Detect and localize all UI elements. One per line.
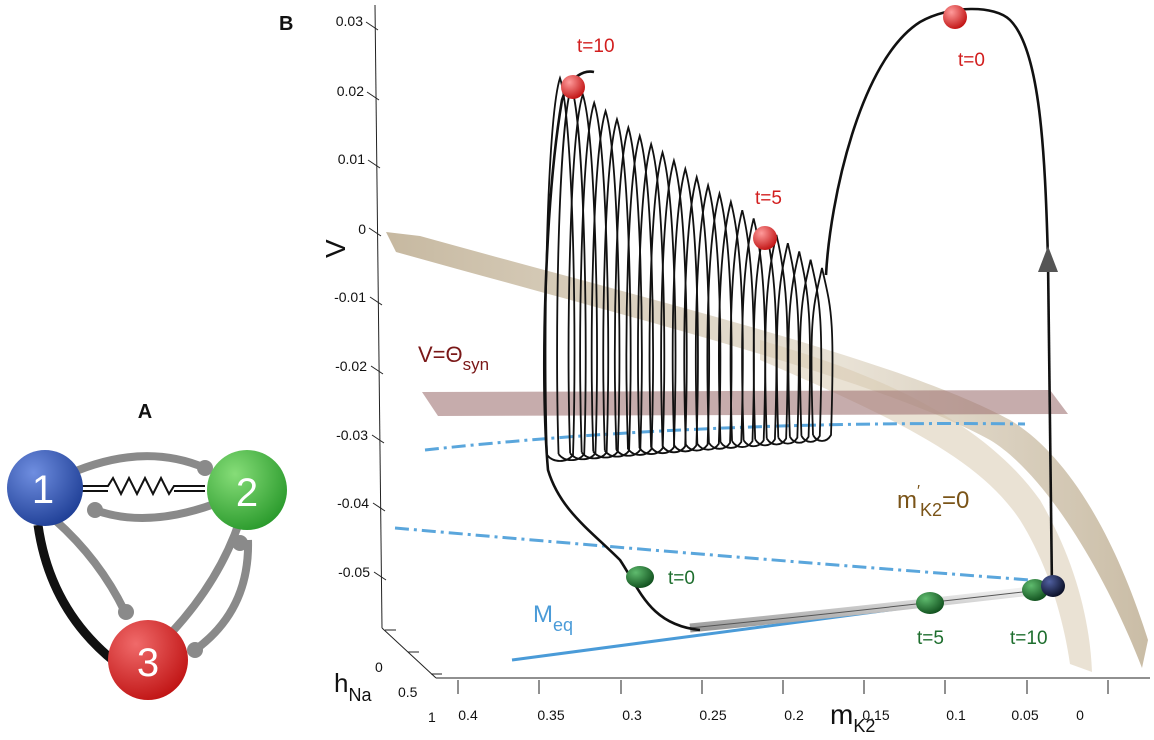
oscillation-loop xyxy=(602,116,632,458)
red-label-t5: t=5 xyxy=(755,188,782,209)
red-marker-t10 xyxy=(561,75,585,99)
h-tick-label: 0.5 xyxy=(398,684,418,700)
h-tick-label: 1 xyxy=(428,709,436,725)
synapse-terminal xyxy=(187,642,203,658)
green-label-t10: t=10 xyxy=(1010,628,1048,649)
v-axis-ticks xyxy=(365,21,387,581)
v-tick-label: -0.02 xyxy=(335,358,367,374)
oscillation-loop xyxy=(660,157,688,454)
gap-junction-resistor xyxy=(82,475,205,497)
m-axis-label: mK2 xyxy=(830,699,875,736)
trajectory-rise xyxy=(824,7,1050,276)
oscillation-loop xyxy=(579,99,610,460)
v-tick-label: 0 xyxy=(358,221,366,237)
red-label-t0: t=0 xyxy=(958,50,985,71)
burst-oscillation-loops xyxy=(544,75,834,462)
v-tick-label: 0.01 xyxy=(338,151,365,167)
mk2-nullcline-label: m′K2=0 xyxy=(897,483,969,520)
neuron-3: 3 xyxy=(108,620,188,700)
synapse-arc-top xyxy=(58,452,207,482)
synapse-arc-right-b xyxy=(192,539,253,654)
v-tick-label: -0.03 xyxy=(336,427,368,443)
m-axis-ticks xyxy=(457,680,1109,694)
red-time-markers xyxy=(561,5,967,250)
trajectory-descent xyxy=(1046,259,1054,591)
panel-a-label: A xyxy=(138,401,152,423)
v-tick-label: 0.03 xyxy=(336,13,363,29)
m-tick-label: 0 xyxy=(1076,707,1084,723)
neuron-1: 1 xyxy=(7,450,83,526)
h-axis-tick-labels: 0 0.5 1 xyxy=(375,659,436,725)
h-axis-ticks xyxy=(385,629,442,675)
h-axis-line xyxy=(381,627,437,679)
synapse-arc-middle xyxy=(93,496,227,522)
oscillation-loop xyxy=(671,165,699,453)
green-label-t5: t=5 xyxy=(917,628,944,649)
synapse-terminal xyxy=(197,460,213,476)
panel-b: B 0.03 0.02 0.01 0 -0.01 -0.02 -0.03 xyxy=(279,4,1150,736)
m-tick-label: 0.25 xyxy=(699,707,726,723)
oscillation-loop xyxy=(706,190,733,450)
v-axis-line xyxy=(374,4,383,629)
oscillation-loop xyxy=(590,107,621,459)
panel-b-label: B xyxy=(279,13,293,35)
dark-marker-equilibrium xyxy=(1041,575,1065,597)
theta-syn-plane xyxy=(422,390,1068,416)
oscillation-loop xyxy=(625,132,654,456)
synapse-arcs xyxy=(52,452,253,654)
m-tick-label: 0.4 xyxy=(458,707,478,723)
m-tick-label: 0.15 xyxy=(862,707,889,723)
red-label-t10: t=10 xyxy=(577,36,615,57)
meq-label: Meq xyxy=(533,601,573,635)
green-label-t0: t=0 xyxy=(668,568,695,589)
synapse-terminal xyxy=(118,604,134,620)
red-marker-t5 xyxy=(753,226,777,250)
synapse-terminal xyxy=(232,535,248,551)
m-tick-label: 0.2 xyxy=(784,707,804,723)
m-tick-label: 0.3 xyxy=(622,707,642,723)
v-tick-label: -0.01 xyxy=(334,289,366,305)
m-tick-label: 0.05 xyxy=(1011,707,1038,723)
neuron-2-label: 2 xyxy=(236,471,258,515)
dashdot-lines xyxy=(394,422,1031,582)
green-marker-t0 xyxy=(626,566,654,588)
v-axis-label: V xyxy=(320,239,351,258)
theta-syn-label: V=Θsyn xyxy=(418,342,489,374)
m-axis-tick-labels: 0.4 0.35 0.3 0.25 0.2 0.15 0.1 0.05 0 xyxy=(458,707,1084,723)
trajectory-arrowhead xyxy=(1038,246,1058,272)
green-time-labels: t=0 t=5 t=10 xyxy=(668,568,1048,649)
v-tick-label: -0.05 xyxy=(338,564,370,580)
green-time-markers xyxy=(626,566,1065,614)
dashdot-lower xyxy=(394,526,1031,582)
panel-a: A 1 2 xyxy=(7,401,287,700)
v-axis-tick-labels: 0.03 0.02 0.01 0 -0.01 -0.02 -0.03 -0.04… xyxy=(334,13,370,580)
synapse-arc-right-a xyxy=(169,518,244,635)
v-tick-label: 0.02 xyxy=(337,83,364,99)
m-tick-label: 0.1 xyxy=(946,707,966,723)
red-time-labels: t=10 t=0 t=5 xyxy=(577,36,985,209)
neuron-2: 2 xyxy=(207,450,287,530)
oscillation-loop xyxy=(810,267,834,442)
v-tick-label: -0.04 xyxy=(337,495,369,511)
neuron-3-label: 3 xyxy=(137,641,159,685)
oscillation-loop xyxy=(637,140,666,455)
h-axis-label: hNa xyxy=(334,668,372,705)
neuron-1-label: 1 xyxy=(32,468,54,512)
m-tick-label: 0.35 xyxy=(537,707,564,723)
green-marker-t5 xyxy=(916,592,944,614)
synapse-arc-left xyxy=(52,517,129,614)
synapse-terminal xyxy=(87,502,103,518)
red-marker-t0 xyxy=(943,5,967,29)
strong-synapse-arc xyxy=(33,524,118,666)
axes-frame xyxy=(374,4,1150,679)
h-tick-label: 0 xyxy=(375,659,383,675)
synapse-terminals xyxy=(87,460,248,658)
